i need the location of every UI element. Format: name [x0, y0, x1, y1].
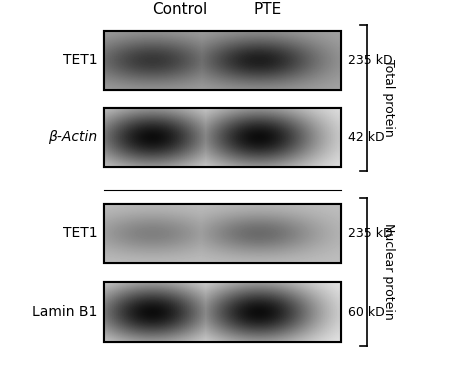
Text: Control: Control	[153, 2, 208, 17]
Text: PTE: PTE	[254, 2, 282, 17]
FancyBboxPatch shape	[104, 204, 341, 263]
Text: 42 kD: 42 kD	[348, 131, 385, 144]
FancyBboxPatch shape	[104, 282, 341, 342]
Text: 235 kD: 235 kD	[348, 227, 393, 240]
Text: β-Actin: β-Actin	[48, 130, 97, 144]
Text: Lamin B1: Lamin B1	[32, 305, 97, 319]
FancyBboxPatch shape	[104, 31, 341, 90]
Text: Total protein: Total protein	[382, 59, 395, 137]
Text: 235 kD: 235 kD	[348, 54, 393, 67]
Text: Nuclear protein: Nuclear protein	[382, 223, 395, 320]
Text: TET1: TET1	[63, 53, 97, 68]
Text: TET1: TET1	[63, 226, 97, 240]
FancyBboxPatch shape	[104, 108, 341, 167]
Text: 60 kD: 60 kD	[348, 306, 385, 318]
